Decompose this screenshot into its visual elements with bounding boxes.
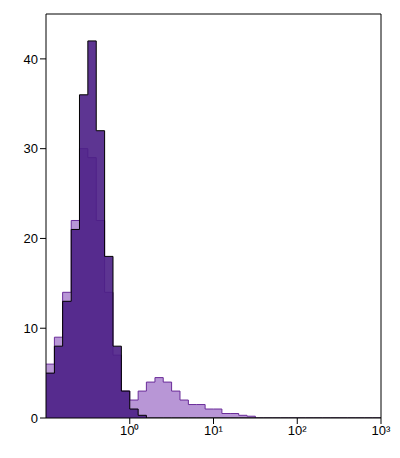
- svg-text:10³: 10³: [372, 423, 391, 438]
- svg-text:10: 10: [24, 321, 38, 336]
- svg-text:30: 30: [24, 141, 38, 156]
- svg-text:10⁰: 10⁰: [120, 423, 139, 438]
- svg-text:0: 0: [31, 411, 38, 426]
- svg-text:20: 20: [24, 231, 38, 246]
- svg-text:40: 40: [24, 52, 38, 67]
- svg-text:10¹: 10¹: [204, 423, 223, 438]
- svg-text:10²: 10²: [288, 423, 307, 438]
